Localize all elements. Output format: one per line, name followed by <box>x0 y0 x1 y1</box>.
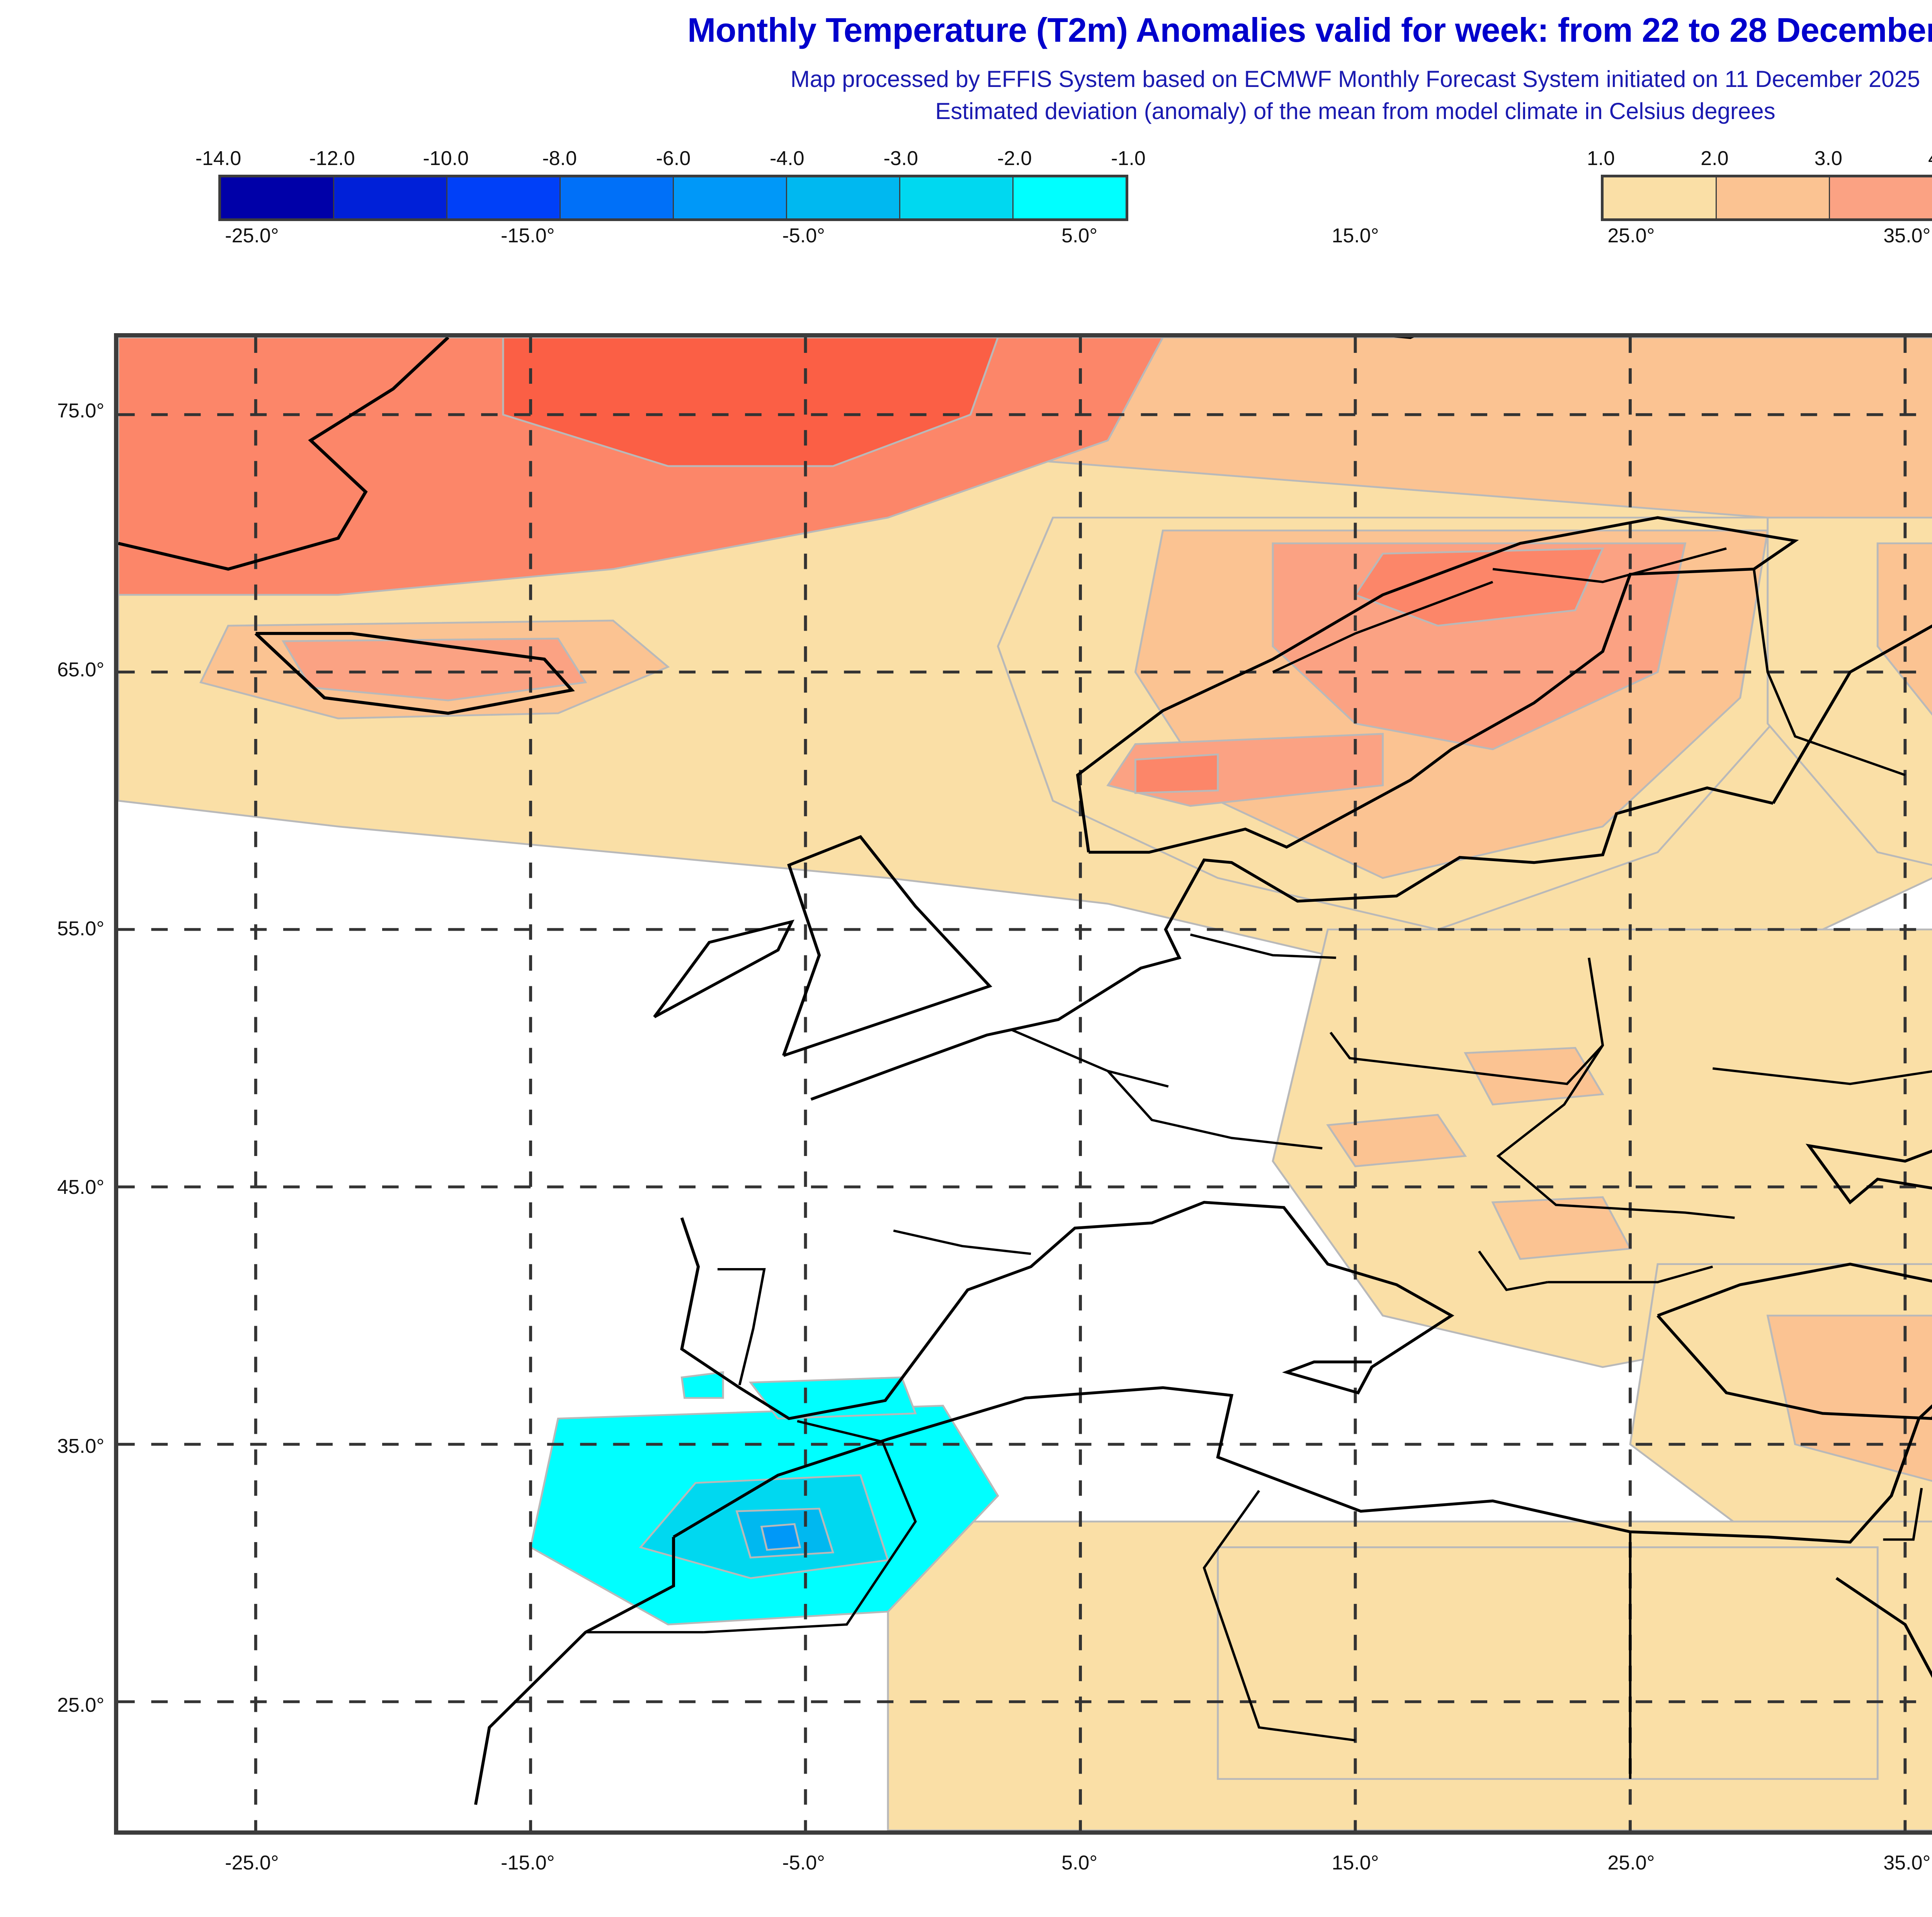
border-line-10 <box>1492 547 1727 583</box>
colorbar-cold-tick-0: -14.0 <box>195 147 242 170</box>
border-line-9 <box>1752 569 1906 776</box>
longitude-tick-bottom-3: 5.0° <box>1061 1852 1098 1874</box>
colorbar-warm <box>1601 174 1932 221</box>
latitude-tick-left-1: 65.0° <box>57 658 104 681</box>
colorbar-cold-tick-2: -10.0 <box>423 147 469 170</box>
coast-iceland <box>254 632 575 715</box>
coast-ireland <box>653 919 795 1018</box>
legend-area: -14.0 -12.0 -10.0 -8.0 -6.0 -4.0 -3.0 -2.0 -1.0 … <box>0 140 1932 252</box>
colorbar-cold-band-0 <box>221 177 334 218</box>
latitude-tick-left-5: 25.0° <box>57 1694 104 1717</box>
colorbar-cold-band-6 <box>900 177 1014 218</box>
colorbar-cold-tick-6: -3.0 <box>883 147 918 170</box>
subtitle-line-1: Map processed by EFFIS System based on E… <box>790 66 1920 92</box>
longitude-tick-bottom-2: -5.0° <box>782 1852 825 1874</box>
warm-carpathians-2-3 <box>1464 1047 1604 1106</box>
longitude-tick-top-5: 25.0° <box>1607 224 1655 247</box>
coast-black-sea <box>1657 1144 1932 1317</box>
longitude-tick-top-2: -5.0° <box>782 224 825 247</box>
map-panel[interactable] <box>114 333 1932 1835</box>
latitude-tick-left-0: 75.0° <box>57 399 104 422</box>
colorbar-cold-tick-3: -8.0 <box>542 147 577 170</box>
coast-anatolia-south <box>1656 1314 1932 1420</box>
border-line-8 <box>1712 1067 1932 1085</box>
border-line-12 <box>717 1268 766 1386</box>
colorbar-cold-band-4 <box>674 177 787 218</box>
border-line-11 <box>1272 581 1493 673</box>
longitude-tick-top-6: 35.0° <box>1883 224 1931 247</box>
coast-greenland-east <box>118 337 449 571</box>
longitude-tick-bottom-6: 35.0° <box>1883 1852 1931 1874</box>
longitude-tick-top-0: -25.0° <box>225 224 279 247</box>
longitude-tick-bottom-4: 15.0° <box>1332 1852 1379 1874</box>
border-line-15 <box>1202 1490 1355 1742</box>
border-line-0 <box>893 1229 1031 1255</box>
page-title: Monthly Temperature (T2m) Anomalies vali… <box>687 11 1932 49</box>
colorbar-warm-tick-3: 4.0 <box>1928 147 1932 170</box>
longitude-tick-bottom-5: 25.0° <box>1607 1852 1655 1874</box>
warm-south-sweden-core <box>1134 753 1219 794</box>
colorbar-cold-tick-7: -2.0 <box>997 147 1032 170</box>
coast-iberia-italy <box>680 1201 1454 1420</box>
warm-pannonia-2-3 <box>1326 1113 1467 1168</box>
colorbar-cold-band-2 <box>447 177 561 218</box>
colorbar-cold-band-1 <box>334 177 447 218</box>
cold-portugal-1-2 <box>680 1371 724 1399</box>
colorbar-warm-band-1 <box>1717 177 1830 218</box>
coast-north-africa <box>673 1386 1932 1544</box>
colorbar-warm-band-0 <box>1604 177 1717 218</box>
colorbar-warm-tick-1: 2.0 <box>1701 147 1729 170</box>
coast-scandinavia <box>1076 516 1799 854</box>
colorbar-cold <box>218 174 1128 221</box>
border-line-3 <box>1329 1032 1604 1085</box>
map-frame <box>114 333 1932 1835</box>
warm-sahara-core-1-2 <box>1217 1546 1879 1780</box>
longitude-tick-top-4: 15.0° <box>1332 224 1379 247</box>
cold-alboran-1-2 <box>748 1376 917 1420</box>
colorbar-cold-tick-8: -1.0 <box>1111 147 1146 170</box>
colorbar-warm-band-2 <box>1830 177 1932 218</box>
colorbar-warm-ticks: 1.02.03.04.06.08.010.012.014.0 <box>1587 147 1932 172</box>
warm-band-6-8-polar <box>502 337 999 467</box>
colorbar-cold-band-7 <box>1014 177 1126 218</box>
colorbar-cold-ticks: -14.0 -12.0 -10.0 -8.0 -6.0 -4.0 -3.0 -2.0 -1.0 <box>196 147 1146 172</box>
colorbar-warm-tick-2: 3.0 <box>1814 147 1842 170</box>
border-line-1 <box>1011 1028 1169 1088</box>
title-block: Monthly Temperature (T2m) Anomalies vali… <box>0 0 1932 128</box>
colorbar-warm-tick-0: 1.0 <box>1587 147 1615 170</box>
longitude-tick-bottom-0: -25.0° <box>225 1852 279 1874</box>
longitude-tick-top-3: 5.0° <box>1061 224 1098 247</box>
border-line-5 <box>1496 957 1735 1219</box>
longitude-axis-top: -25.0°-15.0°-5.0°5.0°15.0°25.0°35.0°45.0… <box>0 224 1932 251</box>
border-line-18 <box>1883 1488 1923 1541</box>
border-line-13 <box>704 1420 917 1634</box>
anomaly-map[interactable] <box>118 337 1932 1830</box>
border-line-2 <box>1107 1070 1323 1149</box>
latitude-tick-left-2: 55.0° <box>57 917 104 940</box>
colorbar-cold-tick-5: -4.0 <box>770 147 804 170</box>
latitude-tick-left-4: 35.0° <box>57 1435 104 1458</box>
latitude-axis-left: 75.0° 65.0° 55.0° 45.0° 35.0° 25.0° <box>12 333 104 1835</box>
colorbar-cold-band-5 <box>787 177 900 218</box>
colorbar-cold-band-3 <box>561 177 674 218</box>
coast-white-sea <box>1772 624 1932 804</box>
longitude-axis-bottom: -25.0°-15.0°-5.0°5.0°15.0°25.0°35.0°45.0… <box>0 1851 1932 1882</box>
colorbar-cold-tick-4: -6.0 <box>656 147 691 170</box>
coast-britain <box>782 835 992 1057</box>
cold-atlas-core-4-6 <box>760 1523 801 1551</box>
border-line-6 <box>1548 1265 1713 1284</box>
border-line-7 <box>1478 1250 1548 1291</box>
warm-anatolia-2-3 <box>1766 1314 1932 1482</box>
border-line-4 <box>1190 933 1336 959</box>
latitude-tick-left-3: 45.0° <box>57 1176 104 1199</box>
longitude-tick-bottom-1: -15.0° <box>501 1852 555 1874</box>
coast-northsea-baltic <box>810 786 1774 1101</box>
longitude-tick-top-1: -15.0° <box>501 224 555 247</box>
colorbar-cold-tick-1: -12.0 <box>309 147 355 170</box>
subtitle-line-2: Estimated deviation (anomaly) of the mea… <box>935 98 1776 124</box>
